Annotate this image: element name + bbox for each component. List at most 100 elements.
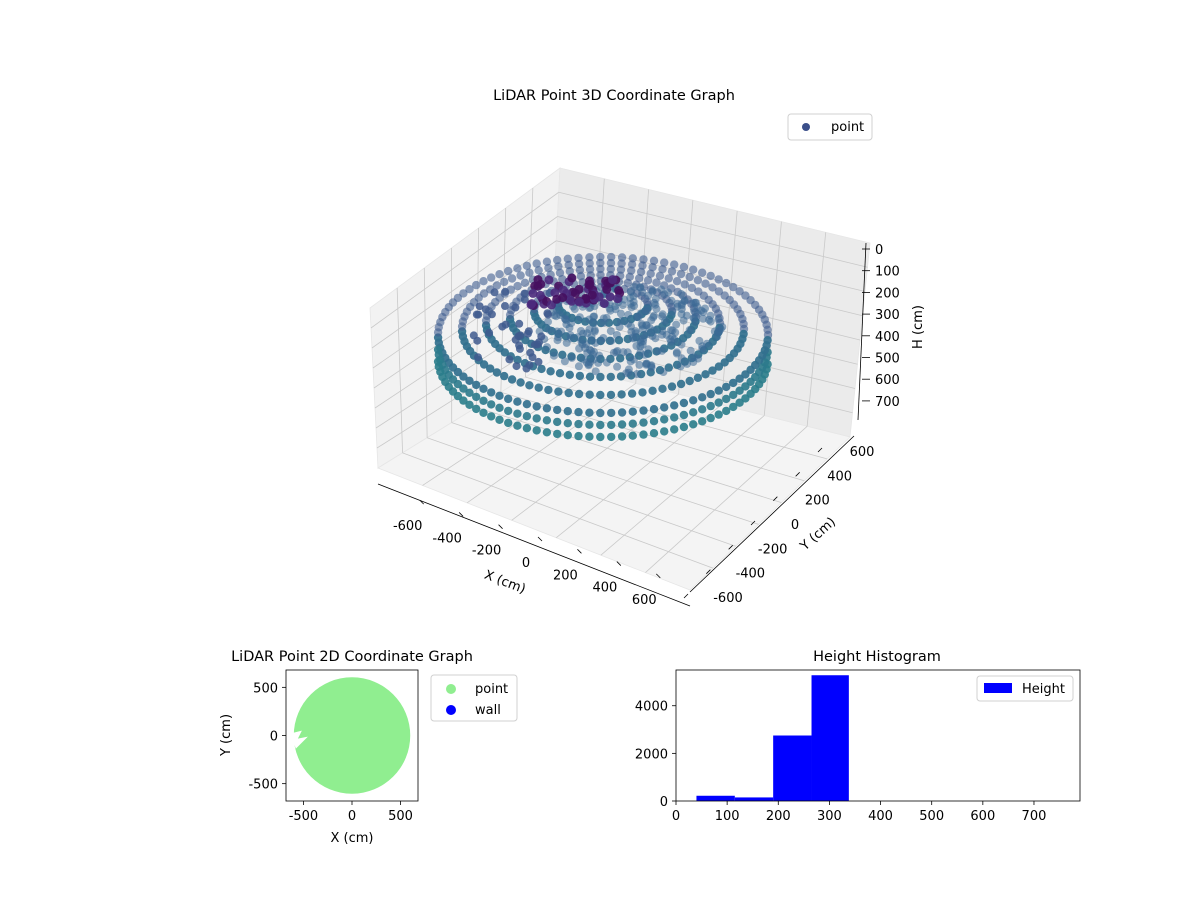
chart-3d-point: [706, 311, 715, 320]
chart-3d-point: [487, 388, 496, 397]
chart-3d-point: [472, 380, 481, 390]
chart-3d-point: [596, 372, 605, 382]
chart-3d-point: [690, 314, 699, 323]
chart-3d: LiDAR Point 3D Coordinate Graph -600 -400…: [369, 88, 926, 608]
chart-3d-point: [501, 302, 509, 310]
chart-3d-point: [465, 400, 474, 409]
chart-3d-point: [729, 378, 738, 388]
chart-3d-point: [577, 327, 585, 335]
chart-3d-x-tick: [498, 524, 503, 529]
chart-3d-point: [622, 369, 631, 378]
chart-3d-y-tick-label: 400: [827, 469, 852, 484]
chart-3d-point: [686, 346, 695, 355]
chart-3d-point: [693, 373, 703, 382]
chart-3d-point: [689, 420, 698, 429]
chart-3d-point: [633, 370, 641, 378]
chart-3d-x-tick-label: 400: [592, 581, 617, 596]
chart-3d-point: [574, 362, 583, 371]
chart-3d-point: [472, 280, 481, 290]
chart-3d-point: [664, 363, 673, 372]
chart-3d-point: [649, 256, 659, 265]
chart-histogram-bar: [696, 795, 735, 801]
chart-2d-legend: point wall: [430, 674, 518, 722]
gridline: [427, 437, 736, 547]
chart-2d-y-tick-label: 0: [270, 730, 278, 745]
chart-3d-point: [474, 353, 482, 362]
gridline: [600, 415, 765, 556]
chart-3d-point: [739, 319, 748, 329]
chart-3d-point: [613, 294, 623, 304]
chart-3d-point: [558, 293, 568, 303]
chart-3d-point: [679, 398, 689, 408]
gridline: [476, 407, 782, 503]
chart-3d-point: [546, 367, 555, 376]
chart-3d-point: [495, 403, 504, 412]
chart-3d-point: [735, 374, 744, 383]
chart-3d-x-tick-label: -400: [432, 531, 462, 546]
chart-3d-legend-marker: [802, 123, 810, 131]
chart-3d-point: [544, 385, 553, 395]
chart-3d-point: [542, 404, 552, 413]
chart-3d-point: [698, 342, 707, 351]
chart-3d-point: [544, 310, 553, 319]
chart-3d-point: [698, 268, 707, 277]
chart-3d-point: [485, 328, 494, 337]
chart-3d-point: [472, 310, 481, 319]
chart-3d-point: [587, 290, 597, 300]
chart-3d-point: [532, 402, 541, 411]
chart-2d-gap: [289, 730, 308, 749]
chart-3d-point: [500, 277, 509, 287]
chart-3d-point: [563, 407, 572, 416]
chart-3d-point: [636, 283, 644, 292]
chart-histogram-y-tick-label: 2000: [635, 747, 668, 762]
chart-3d-point: [741, 382, 750, 391]
chart-3d-point: [554, 387, 563, 396]
chart-2d-y-ticks: -500 0 500: [248, 681, 286, 793]
chart-3d-point: [522, 400, 532, 409]
chart-2d-x-tick-label: -500: [289, 809, 319, 824]
chart-3d-point: [714, 287, 724, 296]
chart-3d-point: [617, 390, 626, 399]
chart-3d-point: [677, 290, 686, 298]
chart-3d-point: [636, 335, 645, 344]
chart-3d-point: [735, 398, 744, 407]
chart-3d-point: [701, 279, 710, 288]
chart-3d-point: [585, 420, 594, 429]
chart-3d-point: [605, 292, 615, 302]
chart-histogram-bar: [811, 675, 849, 801]
chart-3d-point: [708, 283, 717, 292]
chart-3d-point: [555, 268, 565, 277]
chart-3d-point: [676, 269, 686, 279]
chart-3d-x-tick-label: 0: [522, 556, 530, 571]
chart-3d-point: [698, 393, 707, 402]
chart-3d-point: [560, 357, 569, 366]
chart-3d-point: [672, 320, 681, 329]
chart-3d-point: [659, 368, 668, 376]
chart-3d-point: [667, 296, 676, 305]
chart-3d-point: [606, 372, 615, 382]
chart-3d-x-tick: [458, 512, 464, 517]
chart-3d-point: [550, 351, 558, 360]
chart-3d-point: [542, 428, 552, 437]
chart-3d-point: [639, 255, 648, 264]
chart-3d-point: [481, 305, 490, 314]
chart-histogram-x-tick-label: 300: [817, 809, 842, 824]
chart-2d-legend-wall-label: wall: [475, 703, 501, 718]
chart-3d-point: [649, 313, 658, 322]
chart-3d-point: [701, 370, 710, 379]
chart-3d-point: [606, 264, 615, 274]
chart-3d-y-tick: [817, 447, 823, 453]
chart-3d-point: [608, 275, 618, 285]
chart-histogram-legend: Height: [976, 675, 1074, 702]
chart-3d-point: [487, 310, 496, 319]
chart-3d-point: [567, 273, 577, 283]
chart-3d-point: [617, 432, 627, 441]
chart-3d-point: [635, 360, 644, 369]
chart-3d-point: [589, 319, 598, 328]
chart-3d-point: [729, 402, 738, 412]
chart-3d-y-axis-line: [689, 435, 855, 593]
chart-3d-point: [513, 264, 522, 273]
chart-3d-point: [526, 300, 536, 310]
chart-3d-point: [639, 430, 648, 439]
chart-3d-point: [563, 254, 572, 263]
